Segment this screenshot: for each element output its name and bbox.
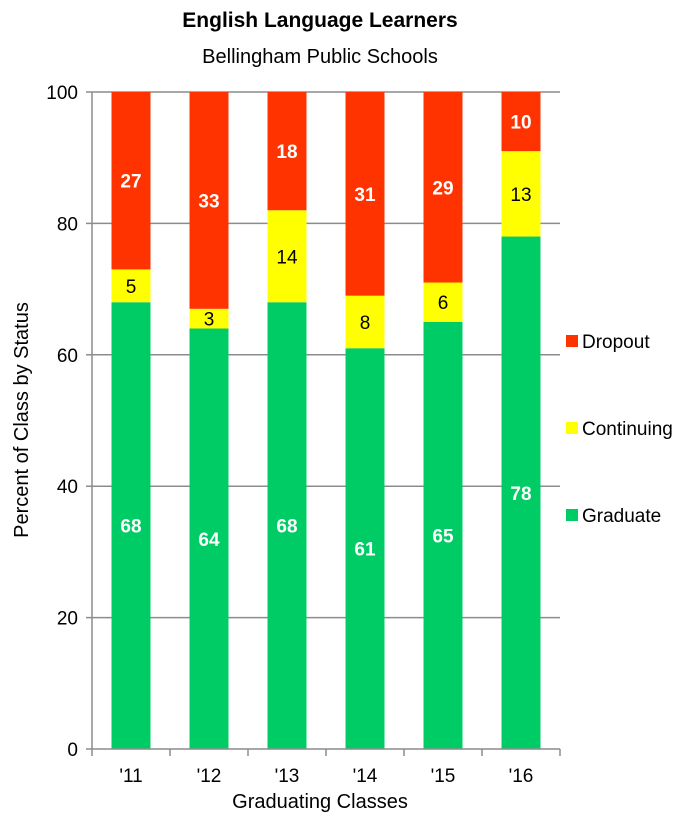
x-axis-title: Graduating Classes	[232, 791, 408, 813]
y-tick-label: 60	[57, 346, 78, 367]
y-tick-label: 80	[57, 214, 78, 235]
bars	[111, 92, 541, 750]
data-label: 61	[354, 540, 376, 561]
bar-continuing	[111, 269, 151, 303]
bar-dropout	[189, 92, 229, 309]
legend-label-continuing: Continuing	[582, 419, 673, 440]
gridlines	[92, 91, 560, 619]
data-label: 13	[510, 185, 531, 206]
bar-continuing	[501, 151, 541, 237]
legend-swatch-dropout	[566, 335, 578, 347]
y-tick-label: 40	[57, 477, 78, 498]
y-tick-label: 0	[67, 740, 78, 761]
legend: Dropout Continuing Graduate	[566, 332, 673, 527]
bar-graduate	[111, 302, 151, 749]
data-label: 65	[432, 526, 454, 547]
legend-swatch-continuing	[566, 422, 578, 434]
data-label: 33	[198, 191, 219, 212]
data-label: 5	[126, 277, 137, 298]
bar-continuing	[423, 282, 463, 322]
bar-dropout	[501, 92, 541, 152]
axes: 0 20 40 60 80 100 '11 '12 '13 '14 '15 '16	[46, 83, 561, 787]
data-label: 29	[432, 178, 453, 199]
data-label: 68	[120, 517, 141, 538]
bar-dropout	[111, 92, 151, 270]
x-tick-label: '14	[353, 766, 378, 787]
bar-dropout	[423, 92, 463, 283]
legend-label-dropout: Dropout	[582, 332, 650, 353]
data-label: 3	[204, 310, 215, 331]
bar-dropout	[267, 92, 307, 211]
bar-graduate	[267, 302, 307, 749]
x-tick-label: '12	[197, 766, 222, 787]
bar-graduate	[423, 321, 463, 749]
x-tick-label: '15	[431, 766, 456, 787]
bar-continuing	[345, 295, 385, 349]
data-label: 14	[276, 247, 298, 268]
data-label: 8	[360, 313, 371, 334]
chart-subtitle: Bellingham Public Schools	[202, 46, 438, 68]
bar-continuing	[189, 308, 229, 329]
y-axis-title: Percent of Class by Status	[11, 302, 33, 538]
legend-swatch-graduate	[566, 509, 578, 521]
data-label: 64	[198, 530, 220, 551]
bar-graduate	[501, 236, 541, 750]
x-tick-label: '11	[119, 766, 142, 787]
y-tick-label: 100	[46, 83, 78, 104]
data-label: 68	[276, 517, 297, 538]
data-label: 27	[120, 172, 141, 193]
data-label: 18	[276, 142, 297, 163]
data-label: 6	[438, 293, 449, 314]
x-tick-label: '13	[275, 766, 300, 787]
bar-continuing	[267, 210, 307, 303]
bar-graduate	[345, 348, 385, 749]
legend-label-graduate: Graduate	[582, 506, 661, 527]
chart-title: English Language Learners	[182, 9, 457, 32]
data-label: 31	[354, 185, 376, 206]
data-label: 78	[510, 484, 531, 505]
bar-graduate	[189, 328, 229, 749]
bar-dropout	[345, 92, 385, 296]
data-label: 10	[510, 113, 531, 134]
y-tick-label: 20	[57, 609, 78, 630]
x-tick-label: '16	[509, 766, 534, 787]
